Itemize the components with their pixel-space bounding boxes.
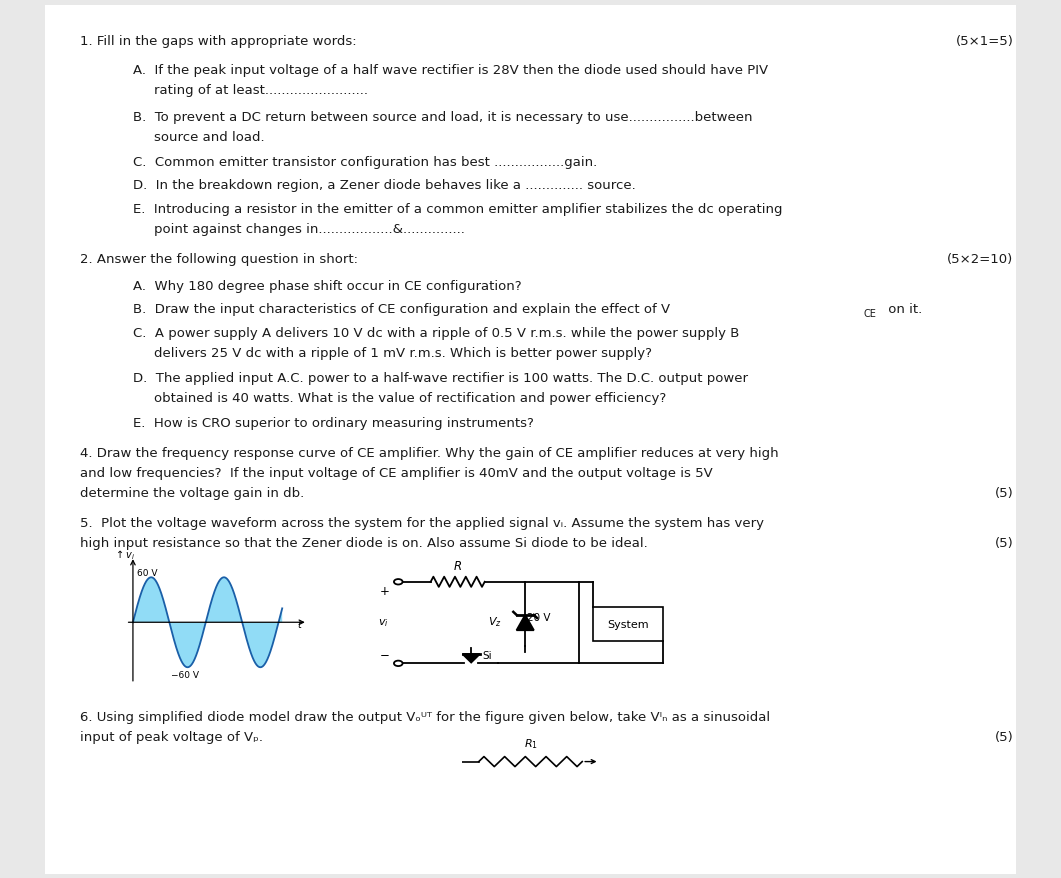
Text: 1. Fill in the gaps with appropriate words:: 1. Fill in the gaps with appropriate wor…: [80, 35, 356, 48]
Text: (5): (5): [994, 730, 1013, 744]
Text: $\uparrow v_i$: $\uparrow v_i$: [115, 547, 136, 561]
Text: C.  Common emitter transistor configuration has best .................gain.: C. Common emitter transistor configurati…: [133, 155, 597, 169]
Text: B.  Draw the input characteristics of CE configuration and explain the effect of: B. Draw the input characteristics of CE …: [133, 303, 669, 316]
Text: 2. Answer the following question in short:: 2. Answer the following question in shor…: [80, 253, 358, 266]
Text: 60 V: 60 V: [137, 568, 158, 578]
Text: CE: CE: [864, 308, 876, 318]
Text: 20 V: 20 V: [526, 612, 550, 622]
Text: E.  Introducing a resistor in the emitter of a common emitter amplifier stabiliz: E. Introducing a resistor in the emitter…: [133, 203, 782, 216]
Text: delivers 25 V dc with a ripple of 1 mV r.m.s. Which is better power supply?: delivers 25 V dc with a ripple of 1 mV r…: [154, 347, 651, 360]
Text: A.  If the peak input voltage of a half wave rectifier is 28V then the diode use: A. If the peak input voltage of a half w…: [133, 64, 768, 77]
Text: R: R: [454, 560, 462, 572]
Text: (5×1=5): (5×1=5): [955, 35, 1013, 48]
Text: input of peak voltage of Vₚ.: input of peak voltage of Vₚ.: [80, 730, 262, 744]
Text: B.  To prevent a DC return between source and load, it is necessary to use......: B. To prevent a DC return between source…: [133, 111, 752, 124]
Polygon shape: [463, 654, 480, 663]
Text: Si: Si: [482, 650, 491, 660]
Text: obtained is 40 watts. What is the value of rectification and power efficiency?: obtained is 40 watts. What is the value …: [154, 392, 666, 405]
Text: E.  How is CRO superior to ordinary measuring instruments?: E. How is CRO superior to ordinary measu…: [133, 416, 534, 429]
Text: D.  In the breakdown region, a Zener diode behaves like a .............. source.: D. In the breakdown region, a Zener diod…: [133, 179, 636, 192]
Text: $V_z$: $V_z$: [488, 615, 502, 628]
Text: 6. Using simplified diode model draw the output Vₒᵁᵀ for the figure given below,: 6. Using simplified diode model draw the…: [80, 710, 769, 723]
Text: high input resistance so that the Zener diode is on. Also assume Si diode to be : high input resistance so that the Zener …: [80, 536, 647, 550]
Text: D.  The applied input A.C. power to a half-wave rectifier is 100 watts. The D.C.: D. The applied input A.C. power to a hal…: [133, 371, 748, 385]
Text: +: +: [380, 584, 389, 597]
Text: 5.  Plot the voltage waveform across the system for the applied signal vᵢ. Assum: 5. Plot the voltage waveform across the …: [80, 516, 764, 529]
Text: source and load.: source and load.: [154, 131, 264, 144]
FancyBboxPatch shape: [593, 608, 663, 642]
Text: System: System: [607, 620, 648, 630]
Text: $v_i$: $v_i$: [378, 617, 388, 629]
Text: 4. Draw the frequency response curve of CE amplifier. Why the gain of CE amplifi: 4. Draw the frequency response curve of …: [80, 446, 778, 459]
Text: $R_1$: $R_1$: [523, 736, 538, 750]
Text: rating of at least.........................: rating of at least......................…: [154, 84, 368, 97]
Text: C.  A power supply A delivers 10 V dc with a ripple of 0.5 V r.m.s. while the po: C. A power supply A delivers 10 V dc wit…: [133, 327, 740, 340]
Polygon shape: [517, 615, 534, 630]
Text: determine the voltage gain in db.: determine the voltage gain in db.: [80, 486, 303, 500]
Text: −: −: [380, 649, 389, 662]
FancyBboxPatch shape: [45, 6, 1016, 874]
Text: point against changes in..................&...............: point against changes in................…: [154, 223, 465, 236]
Text: $t$: $t$: [297, 617, 303, 629]
Text: A.  Why 180 degree phase shift occur in CE configuration?: A. Why 180 degree phase shift occur in C…: [133, 279, 521, 292]
Text: and low frequencies?  If the input voltage of CE amplifier is 40mV and the outpu: and low frequencies? If the input voltag…: [80, 466, 712, 479]
Text: on it.: on it.: [885, 303, 923, 316]
Text: −60 V: −60 V: [171, 670, 199, 680]
Text: (5×2=10): (5×2=10): [947, 253, 1013, 266]
Text: (5): (5): [994, 536, 1013, 550]
Text: (5): (5): [994, 486, 1013, 500]
